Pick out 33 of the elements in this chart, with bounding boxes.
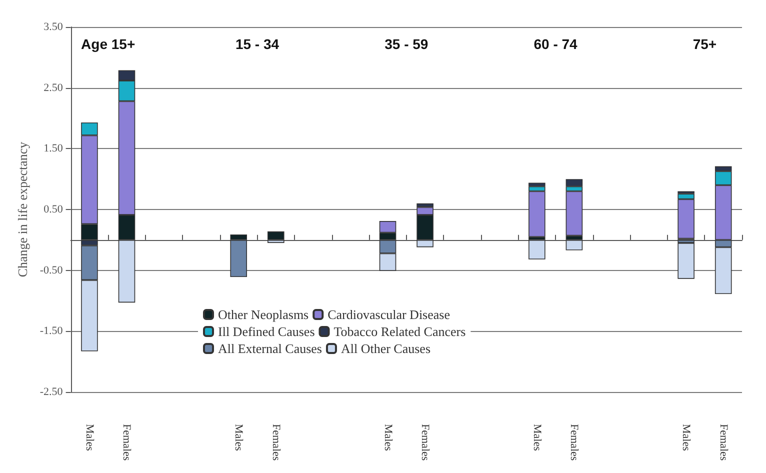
legend-label: Ill Defined Causes (218, 324, 315, 339)
x-tick-label: Males (382, 424, 394, 451)
y-tick-label: -2.50 (40, 386, 64, 398)
legend-label: Tobacco Related Cancers (334, 324, 466, 339)
y-tick-label: -1.50 (40, 325, 64, 338)
y-tick-label: 0.50 (44, 204, 64, 216)
x-tick-label: Females (270, 424, 282, 461)
x-tick-label: Males (680, 424, 692, 451)
bar (566, 240, 583, 250)
y-tick-label: 3.50 (44, 21, 64, 33)
x-tick-label: Females (419, 424, 432, 461)
bar (268, 231, 284, 240)
legend-label: All Other Causes (340, 341, 431, 356)
annotation: 35 - 59 (384, 36, 428, 52)
x-tick-label: Females (717, 424, 730, 461)
legend-label: Other Neoplasms (218, 307, 309, 322)
bar (678, 242, 694, 279)
annotation: 75+ (692, 36, 717, 52)
y-tick-label: 2.50 (44, 82, 64, 94)
x-tick-label: Males (232, 424, 245, 451)
y-tick-label: 1.50 (44, 142, 64, 155)
x-tick-label: Males (530, 424, 543, 451)
annotation: Age 15+ (81, 36, 136, 52)
annotation: 15 - 34 (235, 36, 280, 52)
x-tick-label: Females (120, 424, 133, 461)
x-tick-label: Females (568, 424, 580, 461)
legend-label: Cardiovascular Disease (328, 307, 450, 322)
y-axis-title: Change in life expectancy (15, 141, 30, 278)
annotation: 60 - 74 (534, 36, 578, 52)
y-tick-label: -0.50 (40, 264, 64, 276)
bar (528, 240, 546, 260)
legend-label: All External Causes (218, 341, 322, 356)
x-tick-label: Males (83, 424, 96, 451)
